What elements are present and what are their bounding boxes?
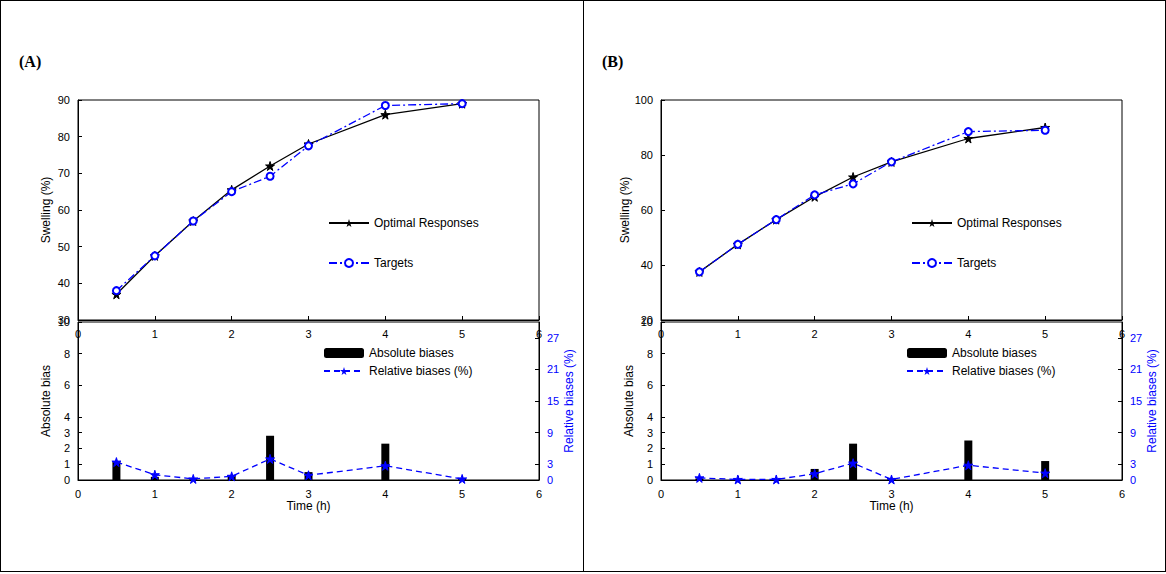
- svg-text:2: 2: [812, 328, 818, 340]
- svg-text:2: 2: [647, 442, 653, 454]
- svg-text:0: 0: [658, 488, 664, 500]
- svg-text:0: 0: [647, 474, 653, 486]
- svg-text:10: 10: [641, 316, 653, 328]
- svg-text:40: 40: [641, 259, 653, 271]
- svg-text:1: 1: [152, 328, 158, 340]
- svg-text:9: 9: [1130, 427, 1136, 439]
- svg-text:1: 1: [735, 328, 741, 340]
- svg-text:Optimal Responses: Optimal Responses: [957, 216, 1062, 230]
- svg-text:Relative biases (%): Relative biases (%): [562, 349, 576, 452]
- svg-text:3: 3: [888, 328, 894, 340]
- svg-text:60: 60: [641, 204, 653, 216]
- svg-text:80: 80: [58, 131, 70, 143]
- svg-text:5: 5: [459, 328, 465, 340]
- svg-text:6: 6: [647, 379, 653, 391]
- svg-text:70: 70: [58, 167, 70, 179]
- svg-text:3: 3: [647, 427, 653, 439]
- svg-text:1: 1: [64, 458, 70, 470]
- svg-text:21: 21: [547, 363, 559, 375]
- svg-text:5: 5: [1042, 328, 1048, 340]
- svg-text:1: 1: [152, 488, 158, 500]
- svg-text:27: 27: [1130, 332, 1142, 344]
- svg-text:1: 1: [647, 458, 653, 470]
- svg-text:3: 3: [888, 488, 894, 500]
- svg-text:15: 15: [547, 395, 559, 407]
- svg-text:6: 6: [536, 488, 542, 500]
- svg-text:0: 0: [1130, 474, 1136, 486]
- svg-text:0: 0: [64, 474, 70, 486]
- svg-text:4: 4: [64, 411, 70, 423]
- svg-text:4: 4: [382, 328, 388, 340]
- svg-text:Relative biases (%): Relative biases (%): [1145, 349, 1159, 452]
- svg-text:60: 60: [58, 204, 70, 216]
- svg-text:5: 5: [459, 488, 465, 500]
- svg-text:0: 0: [547, 474, 553, 486]
- svg-text:3: 3: [64, 427, 70, 439]
- svg-text:0: 0: [658, 328, 664, 340]
- svg-text:Relative biases (%): Relative biases (%): [369, 364, 472, 378]
- svg-text:3: 3: [305, 328, 311, 340]
- svg-text:Optimal Responses: Optimal Responses: [374, 216, 479, 230]
- svg-text:5: 5: [1042, 488, 1048, 500]
- svg-text:3: 3: [1130, 458, 1136, 470]
- svg-text:100: 100: [635, 94, 653, 106]
- svg-text:(B): (B): [602, 53, 623, 71]
- svg-text:3: 3: [305, 488, 311, 500]
- svg-text:1: 1: [735, 488, 741, 500]
- svg-text:6: 6: [64, 379, 70, 391]
- svg-text:21: 21: [1130, 363, 1142, 375]
- svg-text:15: 15: [1130, 395, 1142, 407]
- svg-text:4: 4: [382, 488, 388, 500]
- svg-text:9: 9: [547, 427, 553, 439]
- svg-text:2: 2: [64, 442, 70, 454]
- svg-text:Swelling (%): Swelling (%): [39, 177, 53, 244]
- svg-text:Absolute biases: Absolute biases: [952, 346, 1037, 360]
- svg-text:2: 2: [229, 328, 235, 340]
- svg-text:Absolute bias: Absolute bias: [622, 365, 636, 437]
- svg-text:6: 6: [1119, 328, 1125, 340]
- svg-text:8: 8: [64, 348, 70, 360]
- svg-text:Absolute biases: Absolute biases: [369, 346, 454, 360]
- svg-text:6: 6: [536, 328, 542, 340]
- svg-text:50: 50: [58, 241, 70, 253]
- svg-text:Targets: Targets: [374, 256, 413, 270]
- svg-text:4: 4: [965, 488, 971, 500]
- svg-text:10: 10: [58, 316, 70, 328]
- svg-text:8: 8: [647, 348, 653, 360]
- svg-text:2: 2: [812, 488, 818, 500]
- svg-text:4: 4: [965, 328, 971, 340]
- svg-text:Relative biases (%): Relative biases (%): [952, 364, 1055, 378]
- svg-text:0: 0: [75, 328, 81, 340]
- svg-text:Time (h): Time (h): [286, 499, 330, 513]
- svg-text:0: 0: [75, 488, 81, 500]
- svg-text:Swelling (%): Swelling (%): [618, 177, 632, 244]
- svg-text:2: 2: [229, 488, 235, 500]
- svg-text:27: 27: [547, 332, 559, 344]
- svg-text:90: 90: [58, 94, 70, 106]
- svg-text:Targets: Targets: [957, 256, 996, 270]
- svg-text:40: 40: [58, 277, 70, 289]
- svg-text:4: 4: [647, 411, 653, 423]
- svg-text:6: 6: [1119, 488, 1125, 500]
- svg-text:Absolute bias: Absolute bias: [39, 365, 53, 437]
- svg-text:80: 80: [641, 149, 653, 161]
- svg-text:3: 3: [547, 458, 553, 470]
- svg-text:(A): (A): [19, 53, 41, 71]
- svg-text:Time (h): Time (h): [869, 499, 913, 513]
